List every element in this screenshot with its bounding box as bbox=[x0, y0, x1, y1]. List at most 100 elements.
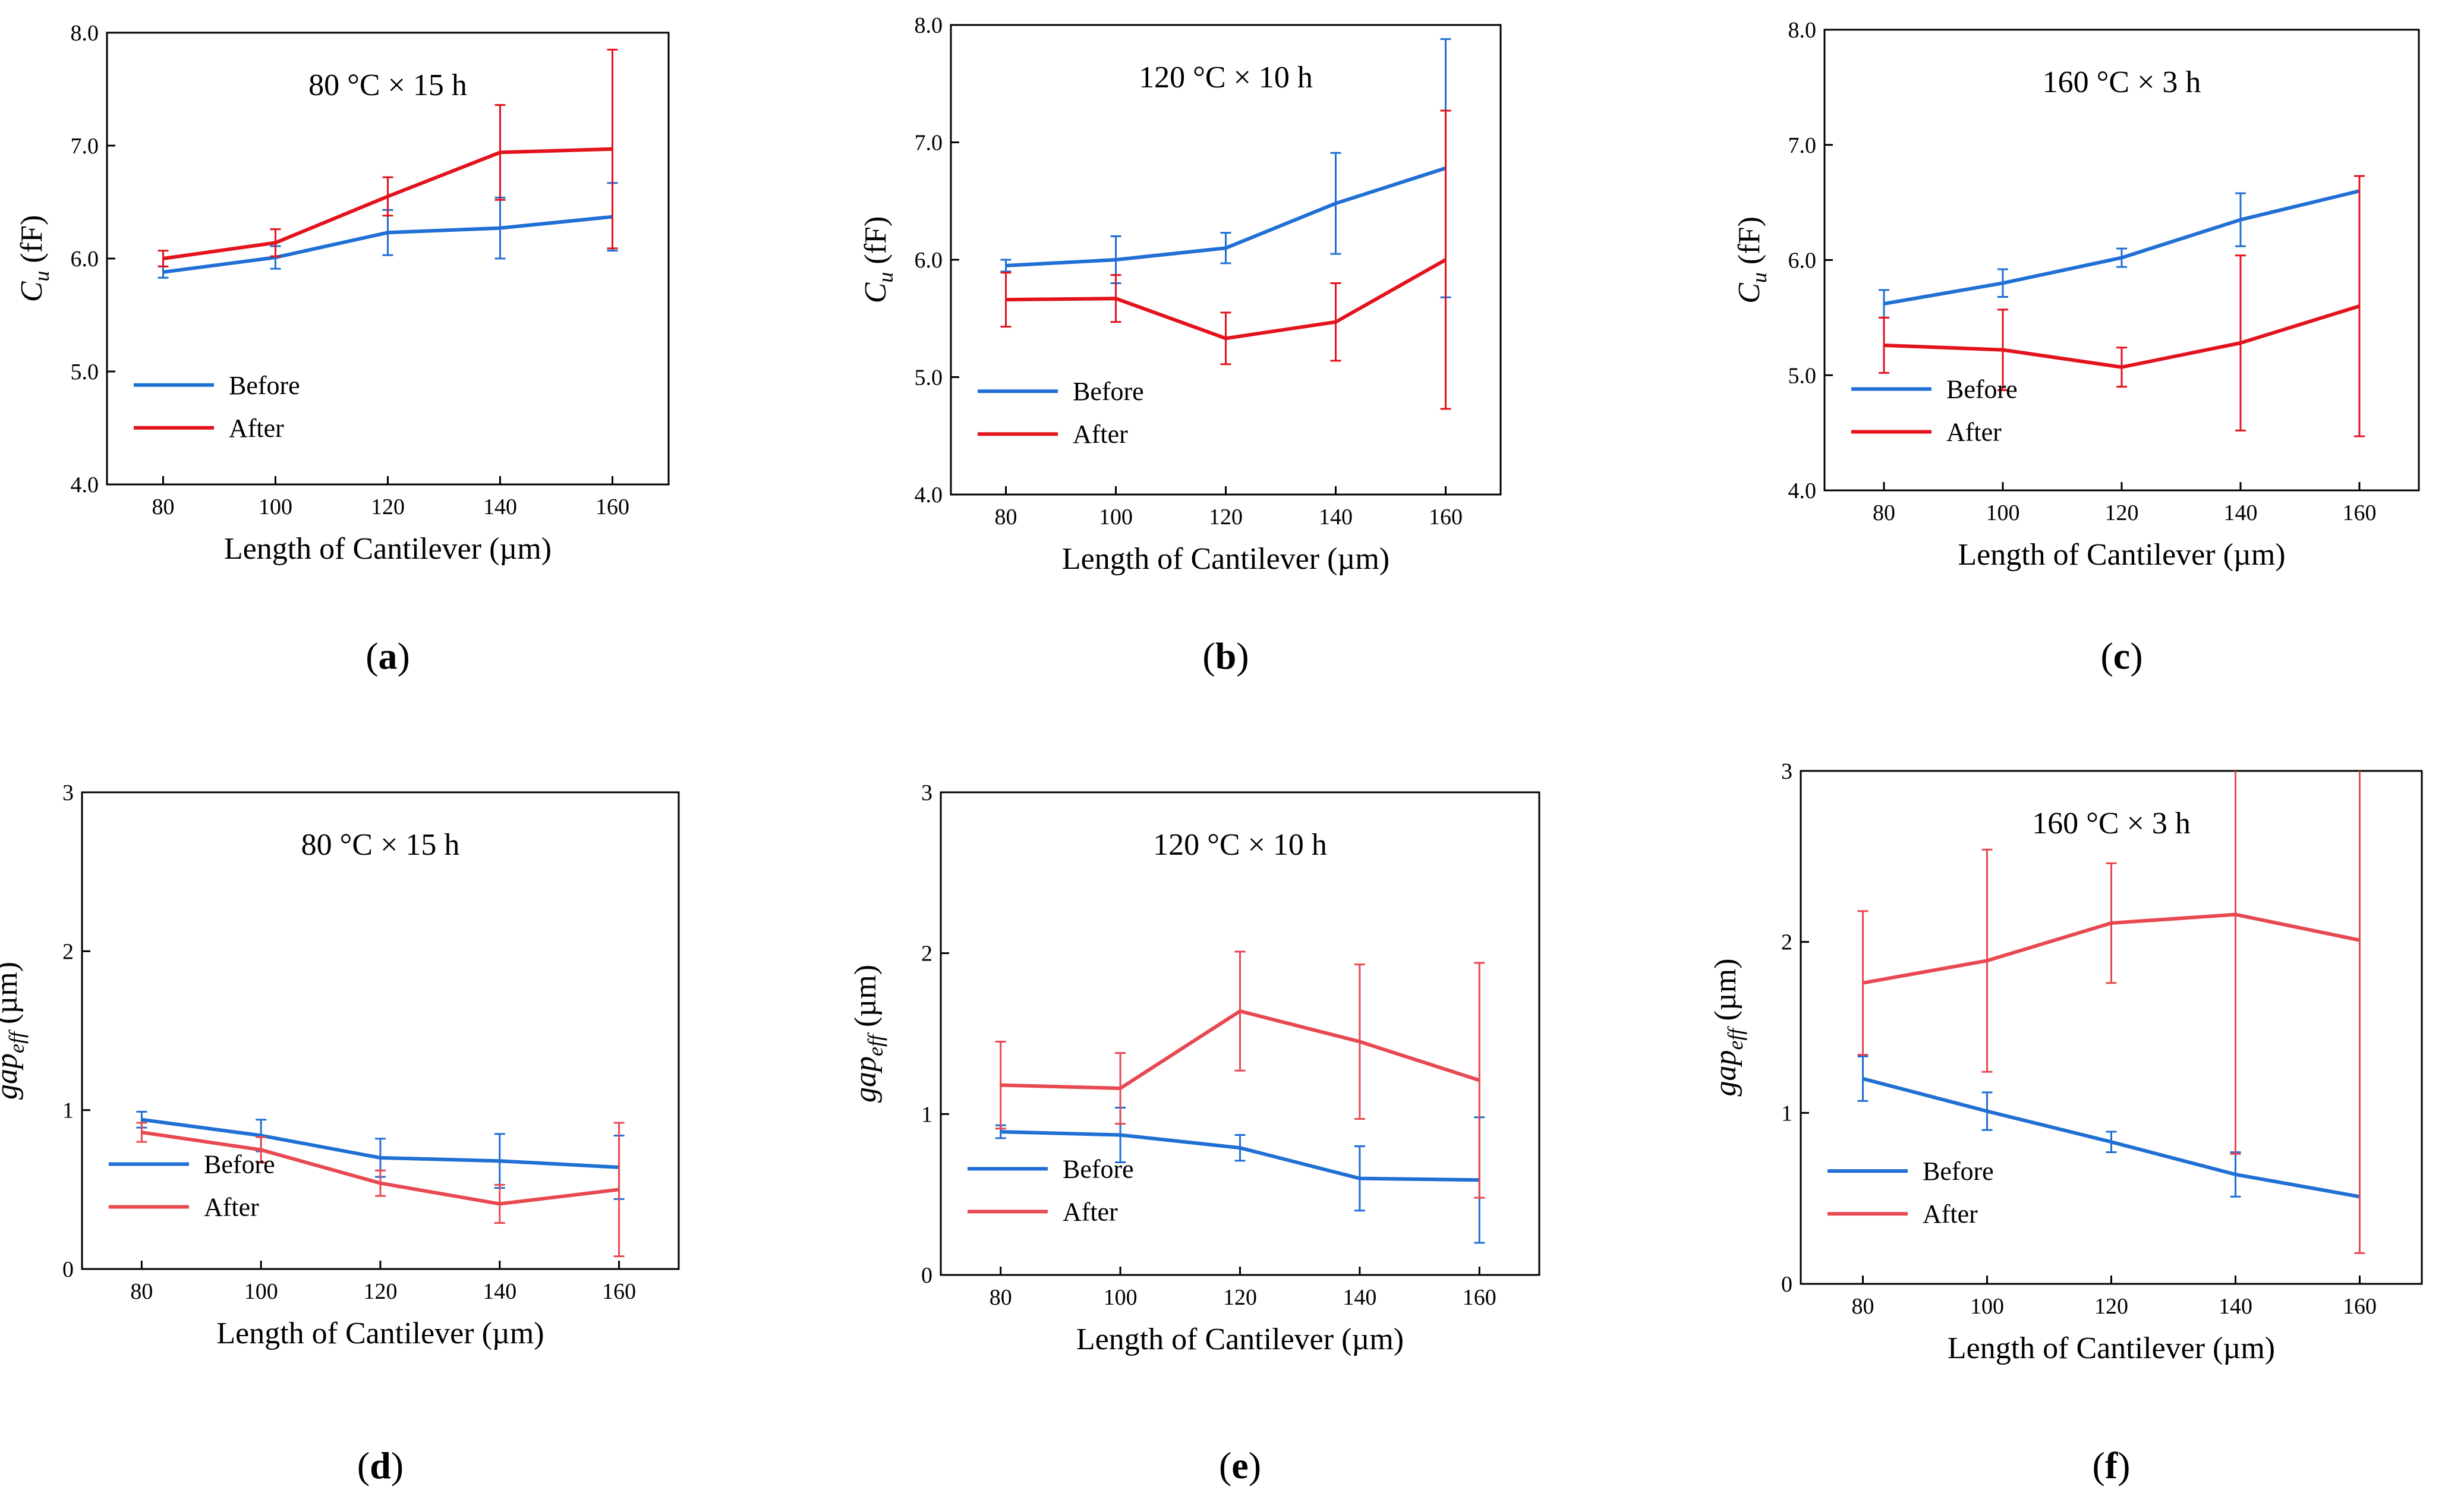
series-after bbox=[995, 950, 1485, 1199]
panel-label: (c) bbox=[2100, 635, 2142, 677]
y-tick-label: 1 bbox=[1781, 1101, 1792, 1126]
panel-label-open: ( bbox=[2093, 1444, 2105, 1487]
y-tick-label: 5.0 bbox=[915, 366, 943, 391]
series-line bbox=[163, 147, 613, 260]
legend-label: After bbox=[204, 1193, 259, 1222]
y-axis-title-main: gap bbox=[849, 1056, 883, 1103]
x-tick-label: 160 bbox=[2343, 1294, 2377, 1319]
panel-label-letter: b bbox=[1215, 635, 1237, 677]
panel-label-letter: a bbox=[379, 635, 398, 677]
panel-label-open: ( bbox=[1219, 1444, 1231, 1487]
panel-label-close: ) bbox=[398, 635, 410, 677]
legend: Before After bbox=[978, 377, 1144, 449]
panel-label-open: ( bbox=[357, 1444, 370, 1487]
legend-label: After bbox=[1073, 420, 1128, 449]
y-axis-title-main: C bbox=[15, 281, 49, 302]
x-axis-title: Length of Cantilever (µm) bbox=[1062, 542, 1389, 576]
y-tick-label: 7.0 bbox=[71, 134, 99, 159]
y-tick-label: 4.0 bbox=[71, 473, 99, 497]
y-tick-label: 6.0 bbox=[71, 247, 99, 272]
chart-panel-b: 4.0 5.0 6.0 7.0 8.0 80 100 120 140 160 Length of C… bbox=[859, 13, 1502, 677]
x-tick-label: 160 bbox=[2343, 500, 2377, 525]
series-line bbox=[141, 1117, 619, 1169]
y-axis-title-main: gap bbox=[1709, 1050, 1743, 1097]
y-axis-title-unit: (µm) bbox=[0, 962, 24, 1032]
x-tick-label: 140 bbox=[483, 1279, 516, 1304]
x-tick-label: 120 bbox=[364, 1279, 398, 1304]
y-axis-title-main: C bbox=[1732, 282, 1766, 304]
x-tick-label: 120 bbox=[1223, 1285, 1257, 1310]
panel-label: (d) bbox=[357, 1444, 404, 1487]
x-tick-label: 160 bbox=[1463, 1285, 1496, 1310]
series-line bbox=[1006, 166, 1447, 267]
series-line bbox=[163, 215, 613, 274]
y-axis-title-unit: (fF) bbox=[15, 215, 49, 271]
y-tick-label: 3 bbox=[62, 780, 74, 805]
chart-panel-c: 4.0 5.0 6.0 7.0 8.0 80 100 120 140 160 Length of C… bbox=[1732, 18, 2420, 677]
condition-annotation: 80 °C × 15 h bbox=[301, 828, 460, 862]
legend-label: Before bbox=[229, 371, 300, 400]
x-axis-title: Length of Cantilever (µm) bbox=[1958, 538, 2285, 572]
panel-label: (f) bbox=[2093, 1444, 2131, 1487]
legend: Before After bbox=[968, 1154, 1134, 1226]
panel-label-open: ( bbox=[365, 635, 378, 677]
x-axis-title: Length of Cantilever (µm) bbox=[224, 532, 552, 566]
y-axis-title: Cu (fF) bbox=[15, 215, 53, 303]
legend-label: After bbox=[1923, 1199, 1978, 1229]
y-axis-title: gapeff (µm) bbox=[849, 965, 887, 1103]
panel-label-open: ( bbox=[1202, 635, 1215, 677]
y-axis-title-unit: (µm) bbox=[849, 965, 883, 1035]
y-axis-title-unit: (fF) bbox=[859, 216, 893, 272]
panel-label-close: ) bbox=[2130, 635, 2142, 677]
y-tick-label: 5.0 bbox=[71, 360, 99, 385]
series-line bbox=[141, 1131, 619, 1206]
legend-label: Before bbox=[1063, 1154, 1134, 1183]
plot-frame bbox=[81, 791, 680, 1270]
y-axis-title: Cu (fF) bbox=[859, 216, 897, 304]
legend: Before After bbox=[134, 371, 300, 443]
y-axis-title-sub: u bbox=[1747, 272, 1771, 283]
series-after bbox=[157, 49, 618, 267]
legend: Before After bbox=[1827, 1157, 1994, 1229]
x-tick-label: 80 bbox=[1852, 1294, 1874, 1319]
y-tick-label: 0 bbox=[62, 1257, 74, 1282]
legend: Before After bbox=[109, 1150, 275, 1222]
legend: Before After bbox=[1851, 375, 2018, 447]
panel-label-letter: c bbox=[2113, 635, 2130, 677]
panel-label-letter: e bbox=[1231, 1444, 1248, 1487]
condition-annotation: 80 °C × 15 h bbox=[308, 68, 467, 102]
x-tick-label: 160 bbox=[595, 495, 629, 519]
series-line bbox=[1000, 1130, 1480, 1182]
series-after bbox=[1857, 771, 2365, 1254]
y-tick-label: 2 bbox=[1781, 930, 1792, 955]
panel-label-close: ) bbox=[1236, 635, 1249, 677]
y-tick-label: 5.0 bbox=[1788, 363, 1817, 388]
y-tick-label: 4.0 bbox=[915, 483, 943, 508]
x-tick-label: 100 bbox=[1104, 1285, 1138, 1310]
x-tick-label: 140 bbox=[1343, 1285, 1376, 1310]
x-axis-title: Length of Cantilever (µm) bbox=[216, 1317, 544, 1350]
y-tick-label: 4.0 bbox=[1788, 478, 1817, 503]
series-line bbox=[1006, 258, 1447, 341]
series-after bbox=[1879, 175, 2365, 437]
y-tick-label: 8.0 bbox=[1788, 18, 1817, 43]
y-axis-title-sub: u bbox=[874, 272, 897, 283]
condition-annotation: 160 °C × 3 h bbox=[2043, 65, 2201, 99]
y-axis-title-main: gap bbox=[0, 1053, 24, 1100]
y-tick-label: 8.0 bbox=[915, 13, 943, 38]
y-axis-title-sub: u bbox=[30, 271, 53, 282]
y-tick-label: 7.0 bbox=[915, 131, 943, 156]
x-tick-label: 140 bbox=[483, 495, 517, 519]
x-tick-label: 120 bbox=[2094, 1294, 2128, 1319]
panel-label: (a) bbox=[365, 635, 410, 677]
x-tick-label: 100 bbox=[1986, 500, 2020, 525]
y-tick-label: 1 bbox=[921, 1102, 932, 1127]
x-tick-label: 80 bbox=[990, 1285, 1012, 1310]
panel-label-letter: d bbox=[370, 1444, 391, 1487]
x-tick-label: 120 bbox=[371, 495, 405, 519]
x-tick-label: 160 bbox=[602, 1279, 636, 1304]
legend-label: Before bbox=[1073, 377, 1144, 406]
series-line bbox=[1862, 912, 2361, 985]
x-tick-label: 80 bbox=[995, 505, 1017, 530]
y-tick-label: 2 bbox=[921, 941, 932, 966]
